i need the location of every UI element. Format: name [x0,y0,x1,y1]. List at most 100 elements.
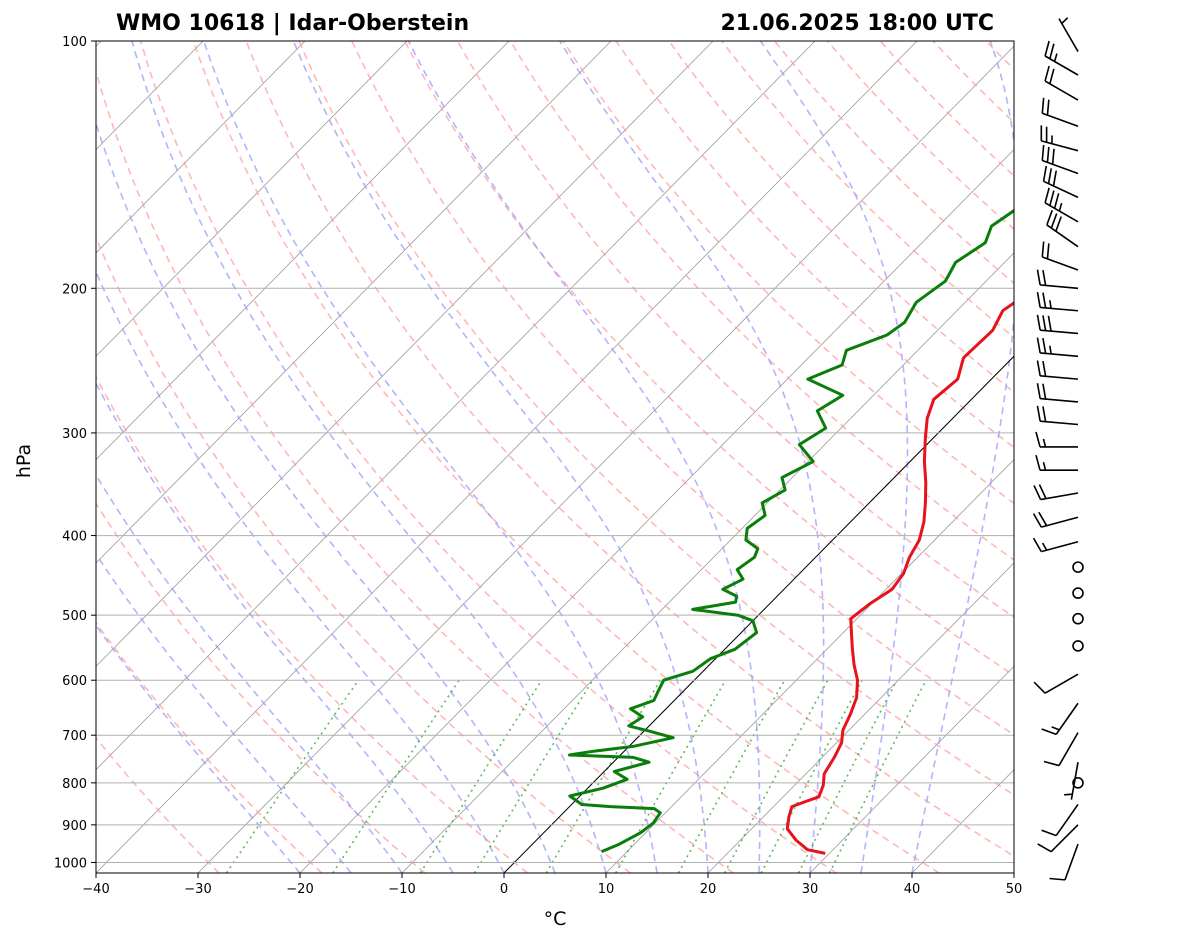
mixing-ratio-line [225,679,360,873]
wind-barb [1032,537,1079,553]
moist-adiabat-line [96,381,454,873]
dry-adiabat-line [615,41,1014,449]
x-tick-label: 20 [700,882,717,897]
isotherm-line [809,665,1014,873]
dewpoint-profile [567,208,1014,853]
isotherm-line [96,41,816,771]
moist-adiabat-line [96,552,352,873]
wind-barb [1041,702,1079,736]
x-axis-label: °C [544,908,567,930]
temperature-profile [785,301,1014,855]
wind-barb [1042,165,1079,199]
isotherm-line [401,252,1014,873]
dry-adiabat-line [96,68,734,873]
dry-adiabat-line [721,41,1014,339]
wind-barbs-column [1032,17,1084,881]
y-axis-label: hPa [13,444,35,478]
y-tick-label: 100 [62,35,87,50]
x-tick-label: −20 [286,882,313,897]
y-axis-ticks: 100 200 300 400 500 600 700 800 900 1000 [54,35,96,871]
wind-barb [1072,777,1084,789]
moist-adiabat-line [131,41,607,873]
x-tick-label: −30 [184,882,211,897]
wind-barb [1044,40,1079,76]
moist-adiabat-line [292,41,709,873]
wind-barb [1036,292,1079,312]
x-axis-ticks: −40 −30 −20 −10 0 10 20 30 40 50 [82,873,1022,897]
dry-adiabat-line [562,41,1014,505]
moist-adiabat-line [759,41,909,873]
x-tick-label: −10 [388,882,415,897]
wind-barb [1064,762,1079,800]
isotherm-line [96,41,714,667]
dry-adiabat-line [96,375,529,873]
wind-barb [1036,269,1079,290]
chart-title-time: 21.06.2025 18:00 UTC [720,11,994,36]
wind-barb [1035,431,1078,448]
y-tick-label: 400 [62,530,87,545]
mixing-ratio-line [615,679,727,873]
isotherm-line [299,148,1014,873]
dry-adiabat-line [96,235,631,873]
isotherm-line [96,41,510,461]
dry-adiabat-line [139,41,837,873]
y-tick-label: 600 [62,674,87,689]
dry-adiabat-line [245,41,1014,858]
x-tick-label: 0 [500,882,508,897]
mixing-ratio-line [828,679,927,873]
moist-adiabat-line [96,121,556,873]
dry-adiabat-line [1092,41,1181,873]
isotherm-line [503,355,1014,873]
plot-background-lines [96,41,1181,873]
dry-adiabat-line [1039,41,1181,873]
wind-barb [1032,511,1079,528]
wind-barb [1036,360,1079,380]
isotherm-line [96,41,408,357]
isotherm-line [1116,41,1181,873]
wind-barb [1033,484,1079,501]
isotherm-line [96,41,306,254]
dry-adiabat-line [456,41,1014,619]
dry-adiabat-line [96,501,426,873]
wind-barb [1072,561,1084,573]
wind-barb [1041,145,1079,175]
wind-barb [1036,405,1079,426]
wind-barb [1043,732,1079,767]
wind-barb [1041,241,1079,271]
moist-adiabat-line [96,270,505,873]
wind-barb [1049,843,1079,881]
sounding-profiles [567,208,1014,855]
moist-adiabat-line [203,41,658,873]
moist-adiabat-line [96,473,403,873]
y-tick-label: 500 [62,609,87,624]
wind-barb [1036,314,1079,335]
wind-barb [1040,125,1079,152]
y-tick-label: 700 [62,729,87,744]
x-tick-label: −40 [82,882,109,897]
mixing-ratio-line [677,679,786,873]
isotherm-line [707,562,1014,873]
wind-barb [1035,454,1078,471]
wind-barb [1037,824,1079,853]
mixing-ratio-line [473,679,594,873]
dry-adiabat-line [96,621,323,873]
plot-frame [95,40,1015,874]
wind-barb [1041,804,1079,837]
zero-isotherm-line [503,355,1014,873]
wind-barb [1072,640,1084,652]
dry-adiabat-line [985,41,1014,71]
isotherm-line [605,459,1014,873]
y-tick-label: 300 [62,427,87,442]
isotherm-line [1013,872,1014,873]
wind-barb [1046,210,1079,248]
dry-adiabat-line [192,41,940,873]
y-tick-label: 200 [62,282,87,297]
y-tick-label: 800 [62,777,87,792]
x-tick-label: 50 [1006,882,1023,897]
y-tick-label: 900 [62,819,87,834]
mixing-ratio-line [332,679,460,873]
pressure-gridlines [96,41,1014,863]
isotherm-line [96,41,918,873]
wind-barb [1036,383,1079,403]
